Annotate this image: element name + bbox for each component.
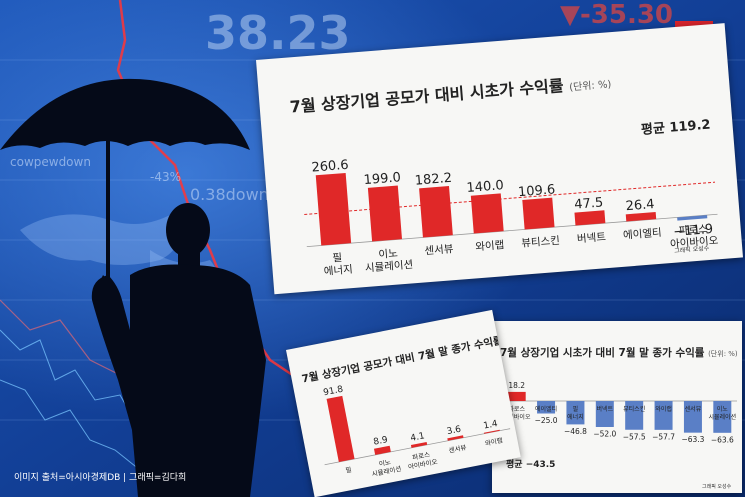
category-label: 아이바이오	[670, 235, 719, 251]
bar	[566, 401, 585, 425]
bar-value-label: 4.1	[410, 431, 426, 444]
chart-unit: (단위: %)	[708, 350, 738, 358]
bar-value-label: −25.0	[535, 416, 558, 425]
bar-value-label: 260.6	[311, 158, 349, 176]
bar	[326, 395, 355, 462]
category-label: 이노	[378, 457, 391, 468]
bar-value-label: −11.9	[673, 222, 714, 240]
category-label: 뷰티스킨	[623, 405, 645, 413]
bar-value-label: −63.6	[711, 435, 734, 444]
bar-value-label: 199.0	[363, 170, 401, 188]
bar-value-label: 140.0	[466, 178, 504, 196]
category-label: 이노	[378, 247, 399, 261]
chart-card-ipo-to-close: 7월 상장기업 공모가 대비 7월 말 종가 수익률 91.8 필 8.9 이노 시뮬레…	[286, 309, 521, 497]
bar	[373, 445, 391, 455]
category-label: 센서뷰	[685, 405, 702, 413]
category-label: 시뮬레이션	[709, 413, 737, 421]
bar-value-label: −52.0	[593, 430, 616, 439]
bar	[625, 211, 657, 222]
category-label: 파로스	[508, 405, 525, 413]
category-label: 뷰티스킨	[521, 235, 560, 250]
bar	[447, 435, 464, 441]
chart-title-text: 7월 상장기업 시초가 대비 7월 말 종가 수익률	[500, 347, 705, 359]
category-label: 파로스	[411, 450, 430, 462]
bar	[677, 215, 708, 221]
baseline	[324, 428, 511, 466]
category-label: 시뮬레이션	[365, 259, 414, 275]
bar-value-label: 91.8	[322, 385, 344, 399]
bar	[522, 197, 555, 230]
bar	[367, 185, 403, 242]
bar-value-label: 109.6	[518, 182, 556, 200]
image-source-caption: 이미지 출처=아시아경제DB | 그래픽=김다희	[14, 473, 187, 483]
bar-value-label: 18.2	[508, 381, 525, 390]
category-label: 와이랩	[484, 435, 503, 447]
bar	[625, 401, 644, 430]
bar	[483, 429, 500, 434]
category-label: 와이랩	[475, 239, 505, 253]
background-ticker-red: ▼-35.30	[560, 0, 674, 30]
bar-value-label: 26.4	[625, 197, 655, 214]
bar	[595, 401, 614, 427]
category-label: 필	[573, 406, 579, 413]
category-label: 에너지	[323, 264, 353, 278]
chart-card-ipo-to-open: 7월 상장기업 공모가 대비 시초가 수익률 (단위: %) 260.6 필 에너지…	[256, 23, 743, 295]
bar-value-label: −57.7	[652, 432, 675, 441]
bar	[574, 210, 606, 226]
average-line	[304, 181, 716, 216]
category-label: 와이랩	[655, 405, 672, 413]
bar	[683, 401, 702, 433]
bar-value-label: −46.8	[564, 427, 587, 436]
bar	[713, 401, 732, 433]
category-label: 아이바이오	[503, 413, 531, 421]
graphic-credit: 그래픽 오성수	[702, 484, 732, 490]
bar	[654, 401, 673, 430]
chart-title: 7월 상장기업 시초가 대비 7월 말 종가 수익률 (단위: %)	[500, 345, 738, 360]
category-label: 버넥트	[597, 405, 614, 413]
bar	[315, 172, 352, 246]
chart-card-open-to-close: 7월 상장기업 시초가 대비 7월 말 종가 수익률 (단위: %) 18.2 파…	[492, 321, 742, 493]
bar-value-label: 8.9	[373, 435, 389, 448]
category-label: 필	[332, 252, 343, 265]
category-label: 에이엘티	[535, 405, 557, 413]
bar-value-label: 3.6	[446, 425, 462, 438]
background-ticker-text-3: 0.38down	[190, 185, 269, 204]
average-label: 평균 119.2	[640, 117, 711, 138]
bar-value-label: −57.5	[623, 432, 646, 441]
bar-value-label: 47.5	[574, 195, 604, 212]
bar	[419, 186, 453, 238]
bar	[470, 193, 504, 234]
average-label: 평균 −43.5	[506, 458, 555, 470]
bar-value-label: −63.3	[681, 435, 704, 444]
background-ticker-number: 38.23	[205, 6, 351, 60]
category-label: 센서뷰	[448, 442, 467, 454]
bar-value-label: 1.4	[483, 419, 499, 432]
bar-value-label: 182.2	[414, 171, 452, 189]
bar	[507, 391, 526, 401]
category-label: 에이엘티	[623, 226, 663, 242]
category-label: 버넥트	[577, 231, 607, 245]
category-label: 이노	[717, 405, 729, 413]
category-label: 센서뷰	[424, 243, 454, 257]
background-ticker-text-1: cowpewdown	[10, 155, 91, 169]
bar	[410, 441, 428, 448]
category-label: 필	[345, 466, 352, 475]
bar	[537, 401, 556, 414]
category-label: 파로스	[678, 223, 708, 237]
category-label: 에너지	[567, 413, 584, 421]
background-ticker-text-2: -43%	[150, 170, 182, 184]
